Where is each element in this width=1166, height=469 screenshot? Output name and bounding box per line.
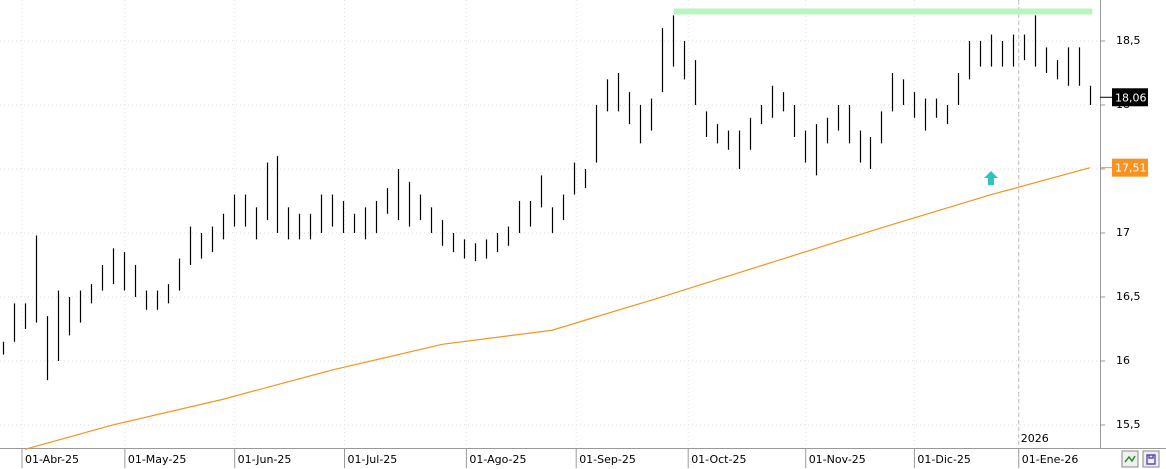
save-icon [1146,454,1156,465]
toolbar [1121,450,1160,468]
ma-price-box [1112,158,1148,177]
last-price-label: 18,06 [1115,91,1147,104]
y-tick-label: 17 [1116,226,1130,239]
x-tick-label: 01-Ago-25 [469,453,526,466]
x-tick-label: 01-Ene-26 [1022,453,1079,466]
last-price-box [1112,88,1148,107]
y-tick-label: 16 [1116,354,1130,367]
zoom-icon [1124,455,1136,463]
y-tick-label: 15,5 [1116,418,1141,431]
x-tick-label: 01-Abr-25 [25,453,79,466]
x-tick-label: 01-Dic-25 [917,453,971,466]
x-tick-label: 01-Jun-25 [238,453,292,466]
signal-arrow [984,171,998,185]
y-tick-label: 16,5 [1116,290,1141,303]
moving-average [24,167,1091,450]
year-label: 2026 [1021,432,1049,445]
x-tick-label: 01-Sep-25 [579,453,636,466]
x-tick-label: 01-May-25 [128,453,186,466]
x-tick-label: 01-Oct-25 [691,453,746,466]
x-tick-label: 01-Nov-25 [809,453,866,466]
y-tick-label: 18,5 [1116,34,1141,47]
ma-price-label: 17,51 [1115,162,1147,175]
x-tick-label: 01-Jul-25 [347,453,397,466]
